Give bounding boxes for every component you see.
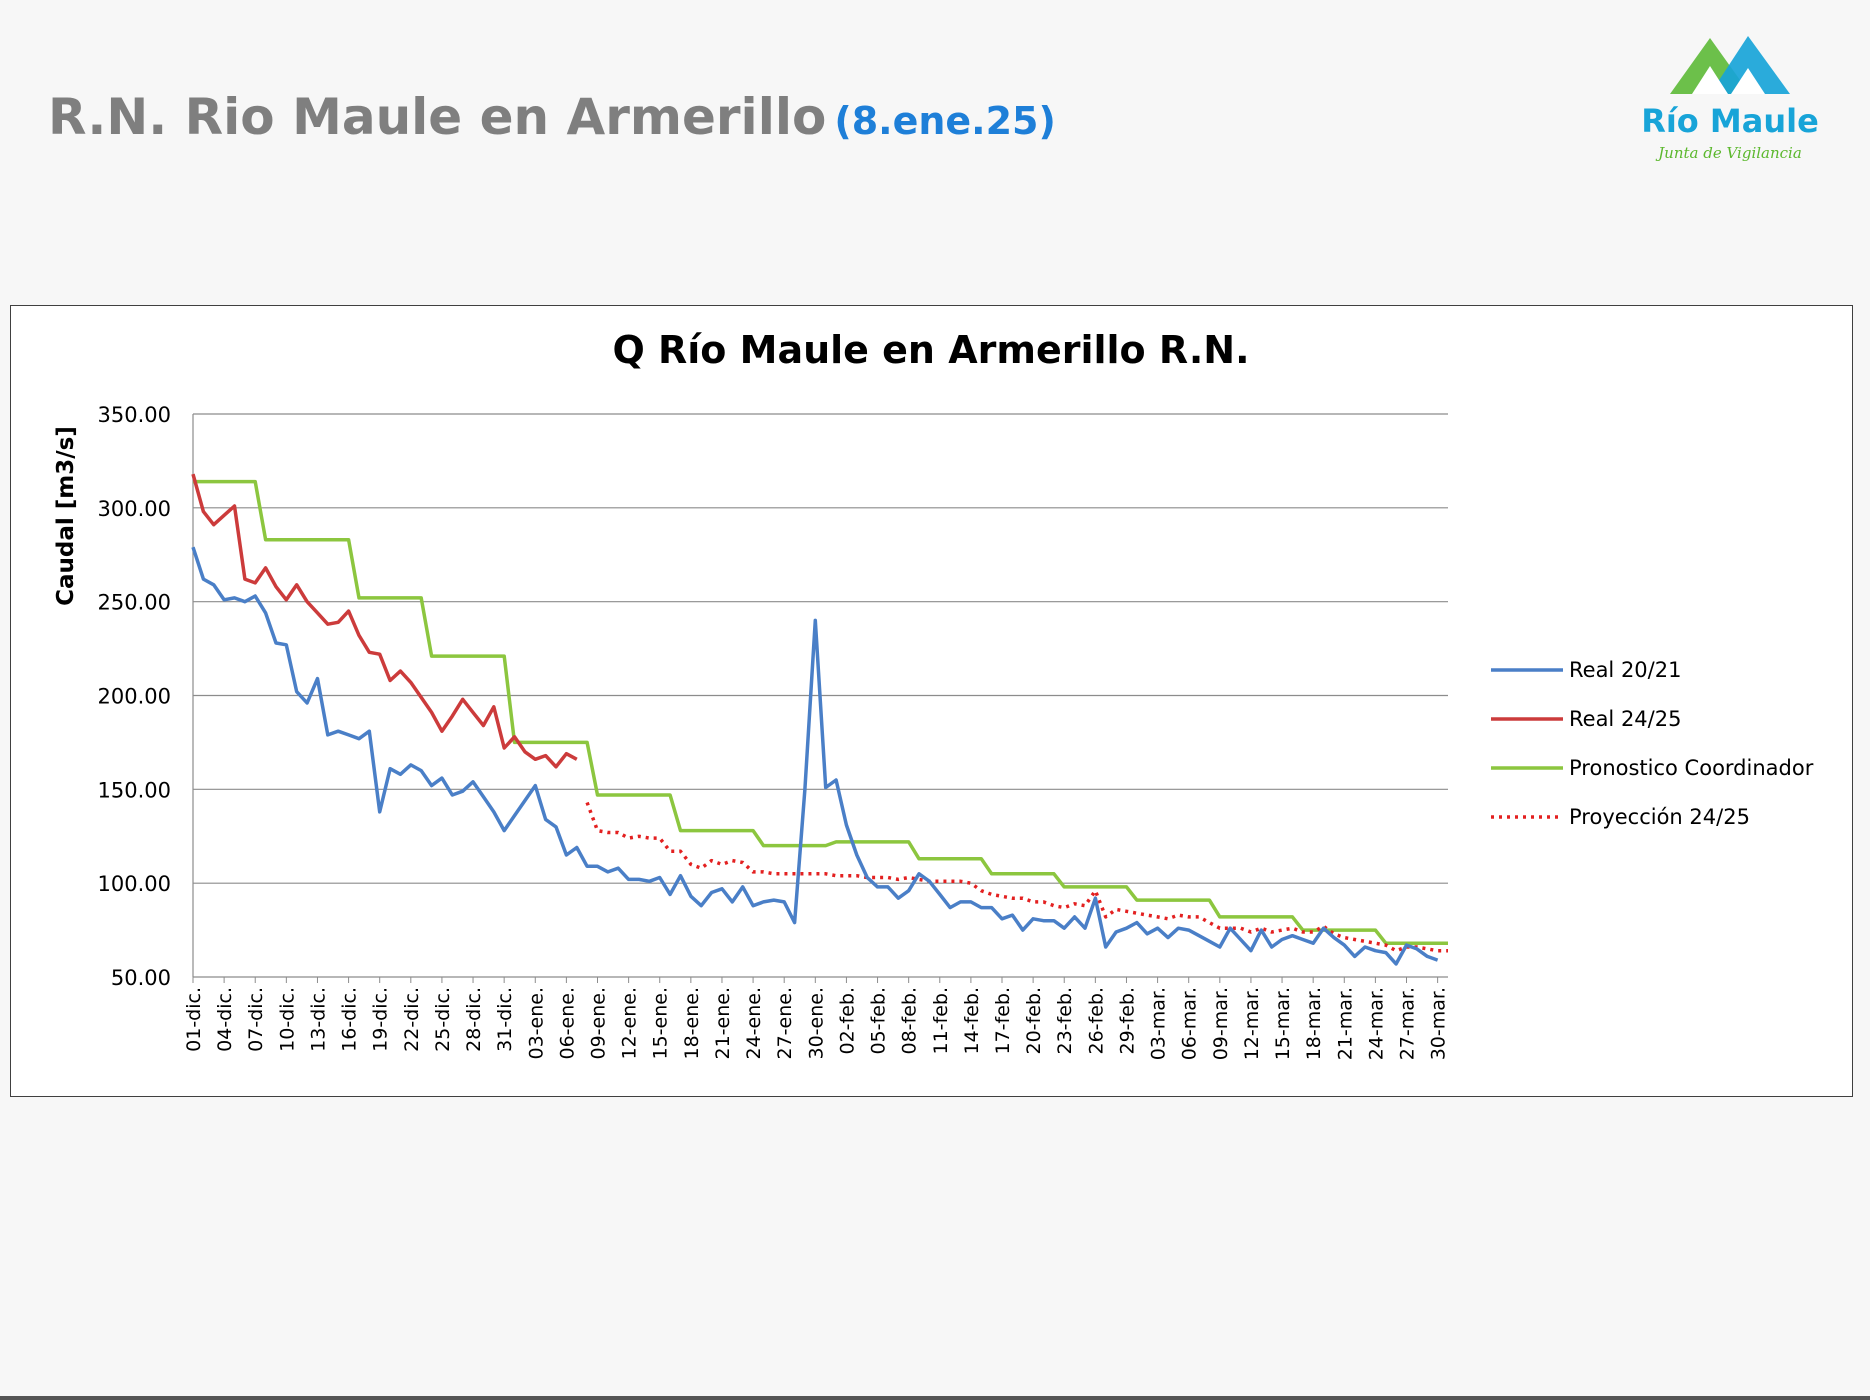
legend-label: Pronostico Coordinador — [1569, 756, 1814, 780]
x-tick-label: 27-ene. — [774, 987, 796, 1060]
x-tick-label: 13-dic. — [307, 987, 329, 1052]
x-tick-label: 01-dic. — [183, 987, 205, 1052]
y-axis-label: Caudal [m3/s] — [53, 426, 79, 606]
flow-chart: Q Río Maule en Armerillo R.N. Caudal [m3… — [53, 328, 1814, 1060]
chart-legend: Real 20/21 Real 24/25 Pronostico Coordinad… — [1491, 658, 1814, 829]
x-tick-label: 20-feb. — [1023, 987, 1045, 1055]
x-tick-label: 12-mar. — [1241, 987, 1263, 1060]
x-tick-label: 05-feb. — [868, 987, 890, 1055]
series-line-3 — [585, 801, 1448, 953]
y-tick-label: 50.00 — [111, 966, 171, 990]
x-tick-label: 12-ene. — [619, 987, 641, 1060]
logo-tagline: Junta de Vigilancia — [1658, 144, 1802, 162]
x-tick-label: 08-feb. — [899, 987, 921, 1055]
slide-date: (8.ene.25) — [834, 99, 1056, 143]
x-tick-label: 11-feb. — [930, 987, 952, 1055]
series-line-2 — [193, 479, 1448, 945]
y-tick-label: 200.00 — [98, 685, 171, 709]
chart-title: Q Río Maule en Armerillo R.N. — [612, 328, 1249, 372]
y-tick-label: 300.00 — [98, 497, 171, 521]
x-tick-label: 17-feb. — [992, 987, 1014, 1055]
y-tick-label: 250.00 — [98, 591, 171, 615]
grid-lines — [192, 413, 1448, 978]
x-tick-label: 18-ene. — [681, 987, 703, 1060]
x-tick-label: 02-feb. — [836, 987, 858, 1055]
x-tick-label: 14-feb. — [961, 987, 983, 1055]
logo-name: Río Maule — [1641, 102, 1819, 140]
x-tick-label: 22-dic. — [401, 987, 423, 1052]
x-tick-label: 21-ene. — [712, 987, 734, 1060]
x-tick-label: 15-ene. — [650, 987, 672, 1060]
x-tick-label: 06-mar. — [1179, 987, 1201, 1060]
x-tick-label: 04-dic. — [214, 987, 236, 1052]
y-tick-label: 100.00 — [98, 872, 171, 896]
x-tick-label: 09-mar. — [1210, 987, 1232, 1060]
y-tick-label: 350.00 — [98, 403, 171, 427]
y-tick-labels: 50.00 100.00 150.00 200.00 250.00 300.00 350.0… — [98, 403, 171, 990]
x-tick-label: 25-dic. — [432, 987, 454, 1052]
x-tick-label: 27-mar. — [1397, 987, 1419, 1060]
series-lines — [191, 473, 1448, 966]
x-tick-label: 29-feb. — [1116, 987, 1138, 1055]
x-tick-label: 30-mar. — [1428, 987, 1450, 1060]
x-tick-label: 03-mar. — [1148, 987, 1170, 1060]
slide-title: R.N. Rio Maule en Armerillo (8.ene.25) — [48, 88, 1056, 146]
x-tick-label: 30-ene. — [805, 987, 827, 1060]
bottom-rule — [0, 1396, 1870, 1400]
x-tick-label: 06-ene. — [556, 987, 578, 1060]
x-tick-label: 18-mar. — [1303, 987, 1325, 1060]
x-tick-label: 07-dic. — [245, 987, 267, 1052]
x-tick-label: 21-mar. — [1334, 987, 1356, 1060]
x-tick-label: 23-feb. — [1054, 987, 1076, 1055]
legend-label: Proyección 24/25 — [1569, 805, 1750, 829]
x-tick-label: 09-ene. — [588, 987, 610, 1060]
x-tick-label: 24-mar. — [1365, 987, 1387, 1060]
slide-title-text: R.N. Rio Maule en Armerillo — [48, 88, 827, 146]
x-tick-label: 10-dic. — [276, 987, 298, 1052]
x-tick-label: 26-feb. — [1085, 987, 1107, 1055]
chart-frame: Q Río Maule en Armerillo R.N. Caudal [m3… — [10, 305, 1853, 1097]
x-tick-label: 24-ene. — [743, 987, 765, 1060]
x-tick-label: 31-dic. — [494, 987, 516, 1052]
x-tick-labels: 01-dic. 04-dic. 07-dic. 10-dic. 13-dic. 16-di… — [183, 977, 1450, 1060]
series-line-0 — [191, 546, 1439, 966]
series-line-1 — [191, 473, 578, 769]
y-tick-label: 150.00 — [98, 778, 171, 802]
x-tick-label: 16-dic. — [339, 987, 361, 1052]
legend-label: Real 24/25 — [1569, 707, 1681, 731]
mountain-logo-icon — [1670, 36, 1790, 94]
rio-maule-logo: Río Maule Junta de Vigilancia — [1630, 30, 1830, 170]
x-tick-label: 28-dic. — [463, 987, 485, 1052]
x-tick-label: 03-ene. — [525, 987, 547, 1060]
x-tick-label: 15-mar. — [1272, 987, 1294, 1060]
legend-label: Real 20/21 — [1569, 658, 1681, 682]
x-tick-label: 19-dic. — [370, 987, 392, 1052]
